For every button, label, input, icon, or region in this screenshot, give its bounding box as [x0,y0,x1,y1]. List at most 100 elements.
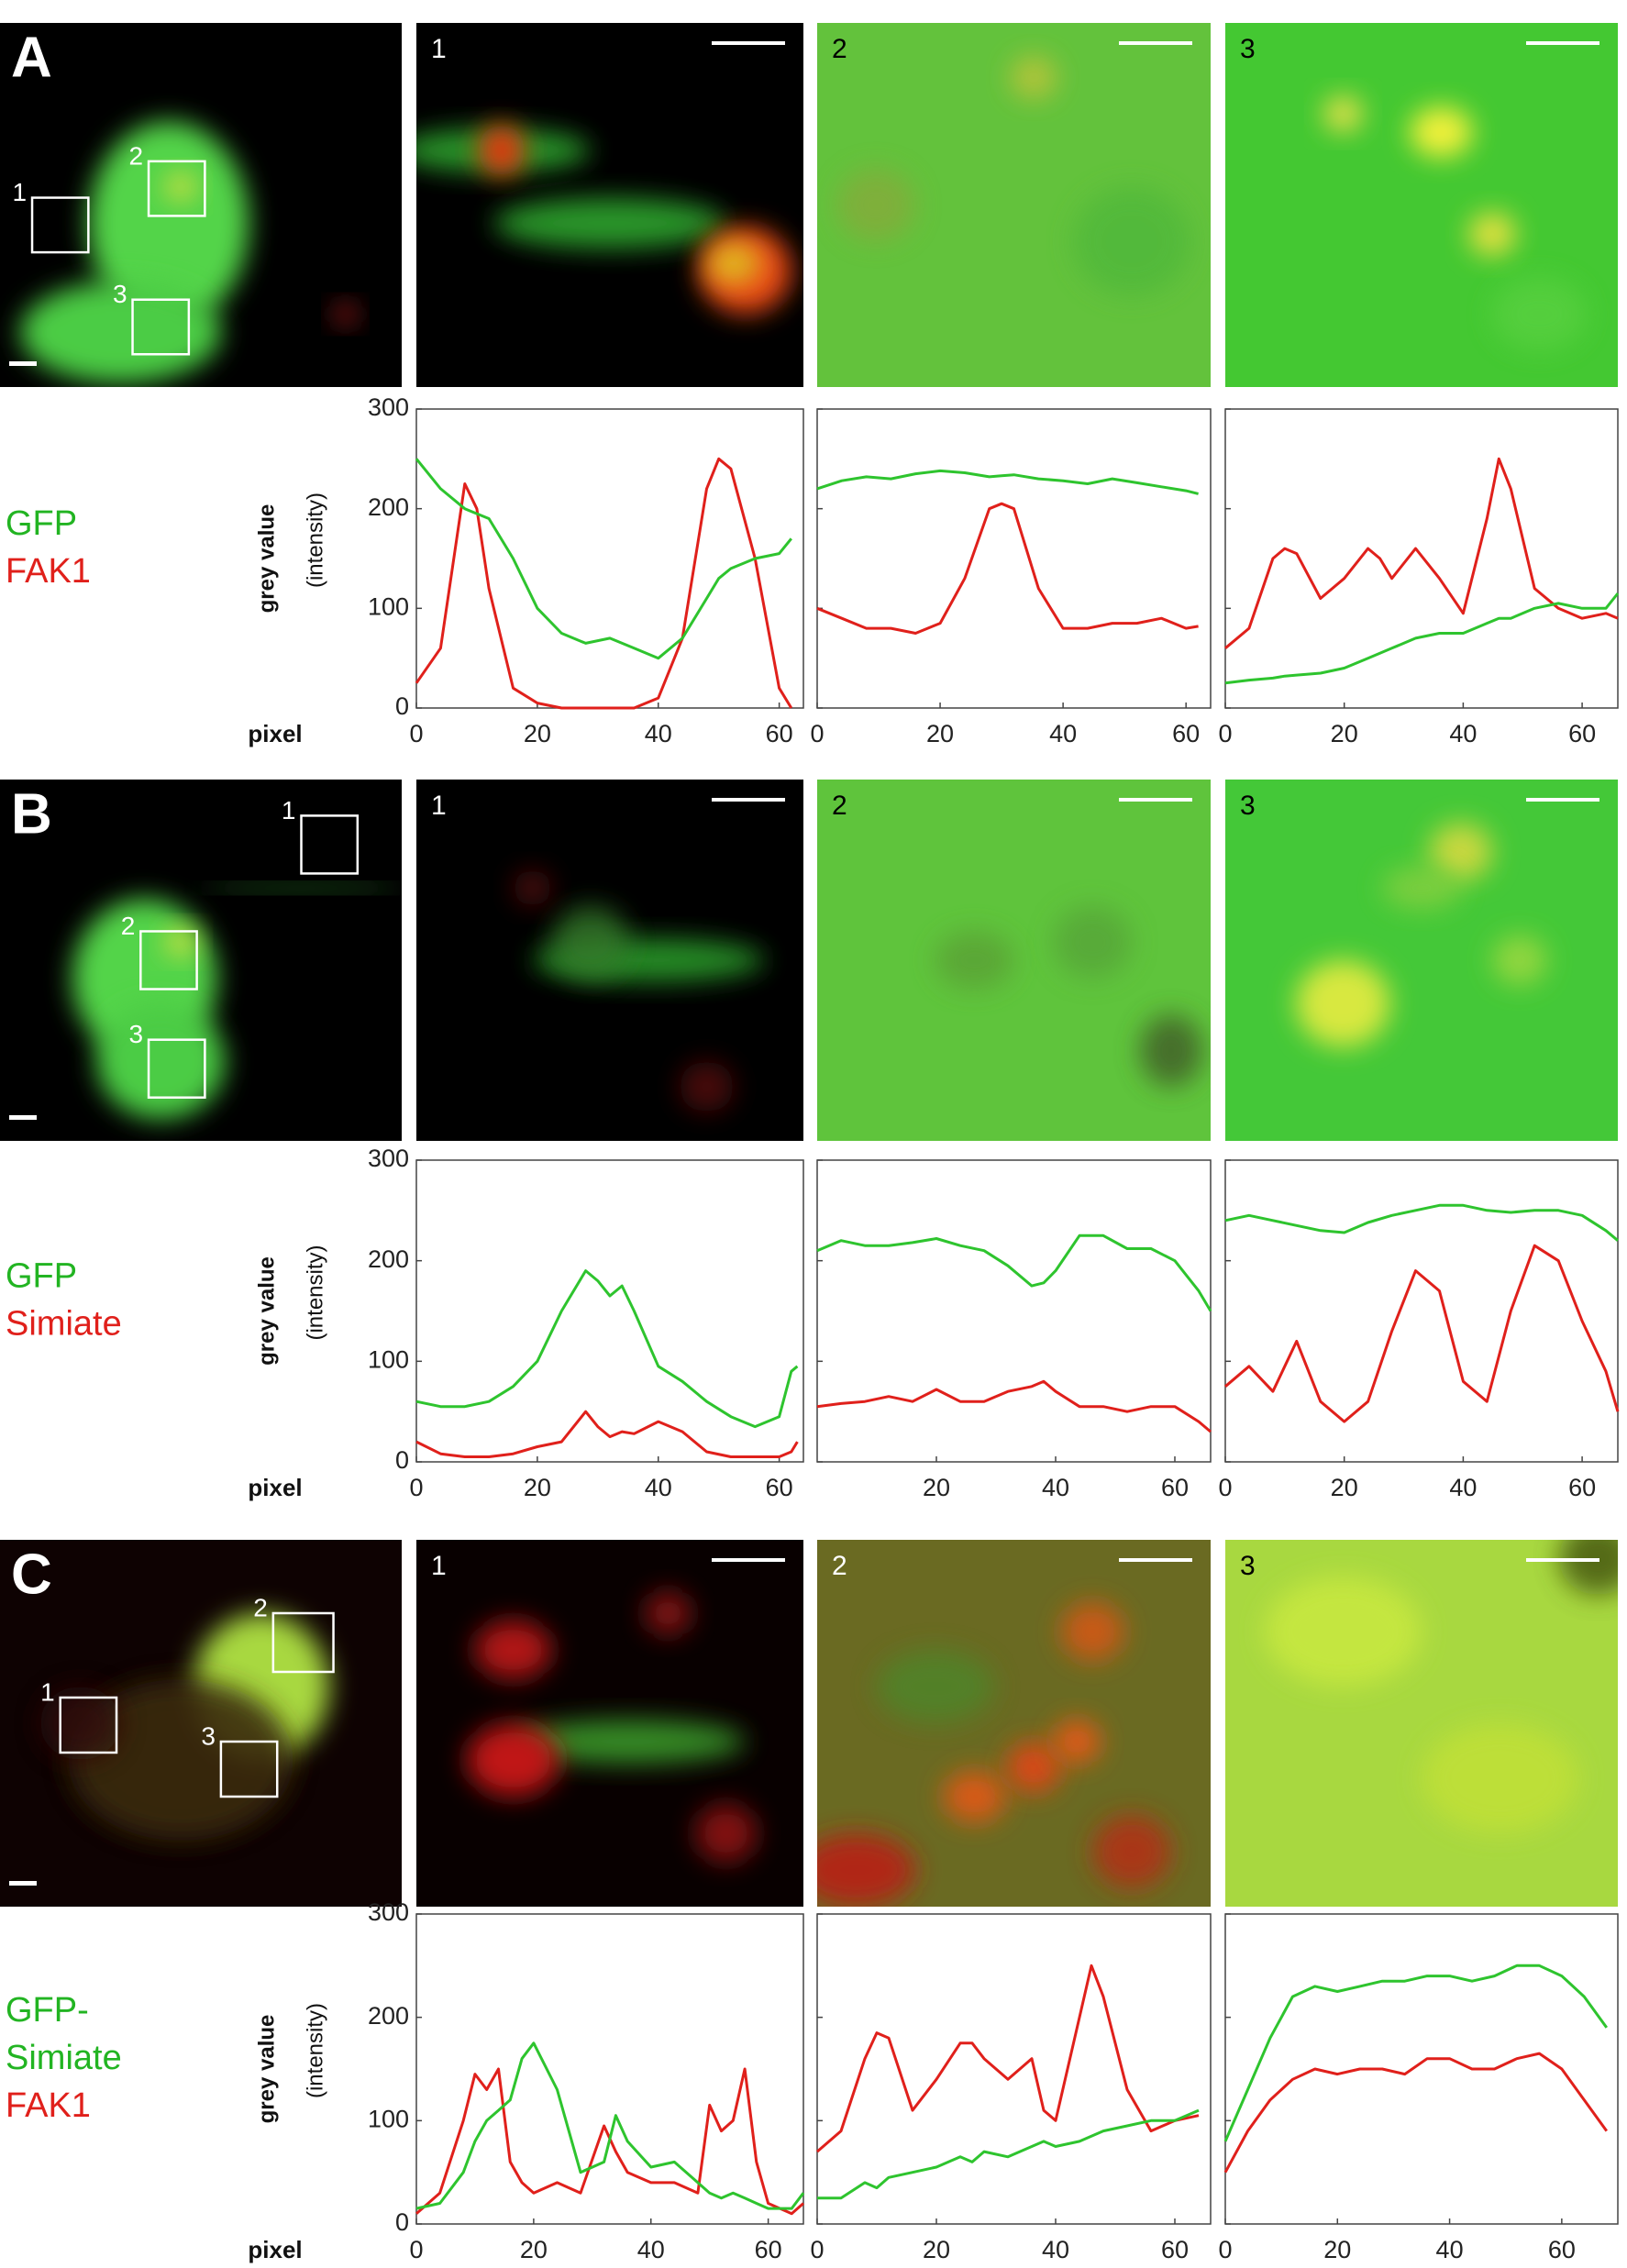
data-line [816,1234,1212,1312]
inset-box-label: 1 [40,1677,55,1706]
plot-frame [1224,1159,1619,1463]
micrograph-bg [817,780,1211,1141]
scale-bar [712,41,785,45]
plot-frame [415,1159,804,1463]
inset-box-label: 1 [12,178,27,206]
micrograph-bg [1225,1540,1618,1907]
signal [1429,823,1493,881]
signal [513,1720,746,1764]
x-axis-label: pixel [248,2236,302,2263]
x-tick-label: 60 [766,720,793,747]
inset-label: 2 [832,791,847,821]
data-line [1223,2052,1609,2174]
inset-box-label: 3 [113,280,127,308]
data-line [415,1410,799,1458]
x-tick-label: 20 [1323,2236,1351,2263]
y-tick-label: 200 [368,493,409,521]
signal [68,1679,293,1841]
data-line [415,2067,804,2216]
data-line [415,457,793,710]
y-axis-label: grey value [254,2015,279,2124]
x-tick-label: 40 [645,1474,672,1501]
y-tick-label: 0 [395,1446,409,1474]
micrograph: 1 [416,1540,803,1907]
x-tick-label: 0 [1218,1474,1232,1501]
plot-frame [415,408,804,709]
signal [1010,55,1057,100]
x-tick-label: 0 [409,720,423,747]
inset-label: 1 [431,34,447,64]
panel-label: C [11,1543,52,1606]
scale-bar [9,1115,37,1120]
inset-box [139,930,198,990]
signal [19,281,221,384]
signal [88,121,249,326]
x-tick-label: 40 [1049,720,1077,747]
scale-bar [1119,1558,1192,1562]
x-tick-label: 0 [1218,720,1232,747]
signal [679,1061,735,1112]
signal [513,869,552,906]
panel-label: A [11,26,52,89]
x-tick-label: 0 [810,2236,824,2263]
x-tick-label: 40 [1042,2236,1069,2263]
signal [466,1723,560,1797]
signal [333,303,358,326]
signal [493,197,726,249]
legend-text: GFP [6,1257,77,1296]
legend-text: GFP- [6,1991,89,2030]
x-tick-label: 20 [524,720,551,747]
x-tick-label: 40 [1042,1474,1069,1501]
scale-bar [1119,41,1192,45]
signal [1053,1720,1101,1764]
scale-bar [712,798,785,802]
x-axis-label: pixel [248,1474,302,1501]
inset-box [59,1696,118,1754]
y-tick-label: 200 [368,2002,409,2030]
scale-bar [1526,41,1599,45]
signal [1492,277,1587,351]
y-tick-label: 100 [368,592,409,620]
panel-label: B [11,782,52,846]
x-axis-label: pixel [248,720,302,747]
data-line [1224,1203,1619,1242]
micrograph: 1 [416,23,803,387]
y-axis-label: (intensity) [303,2003,327,2098]
signal [551,905,630,979]
inset-box-label: 2 [121,912,136,940]
y-tick-label: 300 [368,1898,409,1926]
x-tick-label: 0 [1218,2236,1232,2263]
signal [1264,1577,1422,1687]
inset-label: 1 [431,791,447,821]
micrograph: 2 [817,23,1211,387]
inset-label: 1 [431,1551,447,1581]
data-line [1224,592,1620,685]
signal [1422,1723,1579,1833]
signal [164,927,197,957]
micrograph: 2 [817,1540,1211,1907]
y-axis-label: grey value [254,504,279,614]
micrograph: 3 [1225,1540,1618,1907]
x-tick-label: 40 [637,2236,665,2263]
inset-box [219,1740,279,1798]
data-line [1223,1964,1609,2142]
micrograph: 1 [416,780,803,1141]
data-line [1224,1244,1620,1423]
signal [836,168,916,242]
signal [201,884,402,892]
x-tick-label: 20 [1331,720,1358,747]
y-tick-label: 300 [368,393,409,421]
signal [1092,1815,1172,1888]
inset-box [147,160,206,217]
micrograph-bg [1225,780,1618,1141]
inset-label: 2 [832,34,847,64]
inset-box-label: 3 [201,1721,216,1750]
data-line [415,2041,805,2210]
signal [943,1771,1006,1822]
legend-text: FAK1 [6,552,91,591]
micrograph: 1 2 3 [0,23,402,387]
plot-frame [816,1913,1212,2225]
signal [1296,960,1390,1047]
inset-box [271,1611,335,1674]
